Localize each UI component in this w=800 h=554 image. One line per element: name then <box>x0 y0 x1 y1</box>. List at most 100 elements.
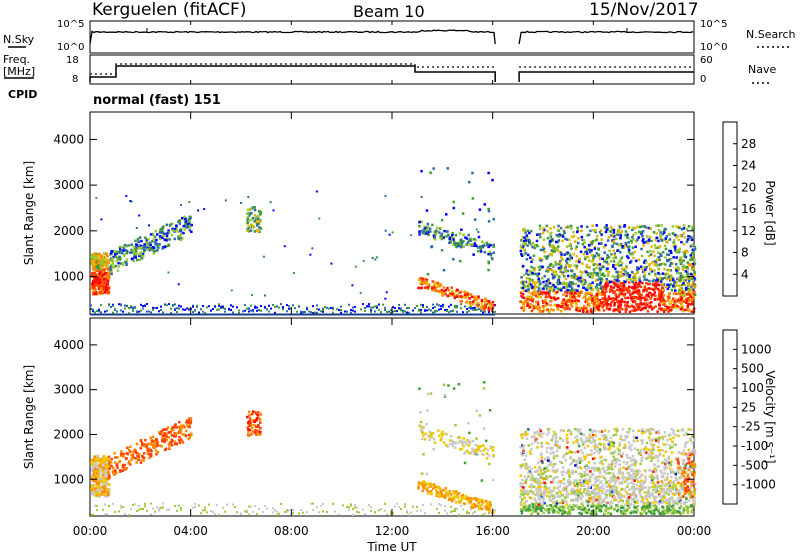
power-cell <box>686 268 690 271</box>
power-cell <box>656 277 659 280</box>
velocity-cell <box>520 436 524 440</box>
velocity-cell <box>165 433 168 436</box>
power-cell <box>156 307 158 309</box>
power-cell <box>569 242 572 246</box>
power-cell <box>522 289 525 292</box>
power-cell <box>242 310 244 313</box>
velocity-cell <box>484 507 488 511</box>
power-baseline <box>90 313 496 316</box>
power-cell <box>388 233 391 236</box>
power-cell <box>635 302 638 306</box>
velocity-cell <box>473 451 476 455</box>
power-cell <box>455 295 459 298</box>
velocity-cell <box>590 489 593 493</box>
power-cell <box>249 229 253 232</box>
velocity-cell <box>144 505 146 508</box>
velocity-cell <box>457 496 460 499</box>
power-cell <box>97 264 101 268</box>
velocity-cell <box>651 447 654 451</box>
power-cell <box>534 294 538 298</box>
velocity-cell <box>689 428 693 432</box>
power-cell <box>588 243 591 247</box>
power-cell <box>452 243 455 246</box>
power-cell <box>519 291 523 294</box>
power-cell <box>528 270 532 273</box>
power-cell <box>603 300 607 304</box>
velocity-cell <box>258 433 261 436</box>
velocity-cell <box>595 504 598 507</box>
velocity-cell <box>572 481 576 485</box>
velocity-cell <box>90 485 94 489</box>
power-cell <box>478 208 482 211</box>
velocity-cell <box>417 487 420 490</box>
power-cell <box>597 254 600 257</box>
power-cell <box>591 281 594 284</box>
power-cell <box>537 265 540 269</box>
power-cell <box>170 233 174 237</box>
velocity-cell <box>120 504 122 507</box>
power-cell <box>143 243 146 246</box>
power-cell <box>581 283 585 286</box>
velocity-cell <box>334 510 336 513</box>
power-cell <box>138 214 141 217</box>
velocity-cell <box>484 439 488 443</box>
velocity-cell <box>484 500 488 503</box>
velocity-cell <box>170 434 174 437</box>
power-cell <box>653 260 657 263</box>
power-cell <box>344 310 346 313</box>
velocity-cell <box>444 432 447 436</box>
velocity-cell <box>98 485 101 489</box>
velocity-cell <box>622 512 625 515</box>
power-cell <box>100 262 104 265</box>
power-cell <box>163 232 166 236</box>
power-cell <box>254 219 257 222</box>
velocity-cell <box>182 433 185 436</box>
power-cell <box>492 243 495 247</box>
power-cell <box>628 285 631 288</box>
velocity-cell <box>479 498 482 502</box>
velocity-cell <box>433 441 437 444</box>
power-cell <box>687 284 691 287</box>
power-cell <box>107 268 111 272</box>
power-cell <box>610 234 613 237</box>
power-cell <box>647 239 651 242</box>
velocity-cell <box>204 509 206 512</box>
power-cell <box>135 227 138 229</box>
power-cell <box>650 239 653 243</box>
velocity-cell <box>668 463 671 467</box>
velocity-cell <box>588 435 592 439</box>
velocity-cell <box>660 436 663 440</box>
power-cell <box>582 304 586 308</box>
velocity-cell <box>136 457 139 460</box>
velocity-cell <box>150 441 154 444</box>
power-cell <box>682 232 686 235</box>
power-cell <box>674 233 677 237</box>
velocity-cell <box>180 507 182 510</box>
power-cell <box>608 308 611 311</box>
power-cell <box>574 282 577 286</box>
power-cell <box>336 308 338 311</box>
power-cell <box>605 228 609 231</box>
power-cell <box>460 243 463 246</box>
power-cell <box>548 295 552 298</box>
power-cell <box>687 293 690 296</box>
power-cell <box>546 291 550 295</box>
velocity-cell <box>603 476 606 480</box>
velocity-cell <box>420 472 424 475</box>
power-cell <box>623 300 626 304</box>
velocity-cell <box>94 487 98 491</box>
power-cell <box>569 264 572 267</box>
power-cell <box>638 278 641 281</box>
power-cell <box>651 280 655 283</box>
velocity-cell <box>105 494 109 498</box>
velocity-cell <box>593 477 597 480</box>
power-cell <box>93 252 97 256</box>
velocity-cell <box>93 465 97 468</box>
velocity-cell <box>210 510 212 512</box>
power-cell <box>569 284 573 288</box>
power-cell <box>424 226 427 230</box>
power-cell <box>632 256 635 260</box>
velocity-cell <box>170 438 173 442</box>
power-cell <box>146 303 148 305</box>
power-cell <box>689 303 693 306</box>
